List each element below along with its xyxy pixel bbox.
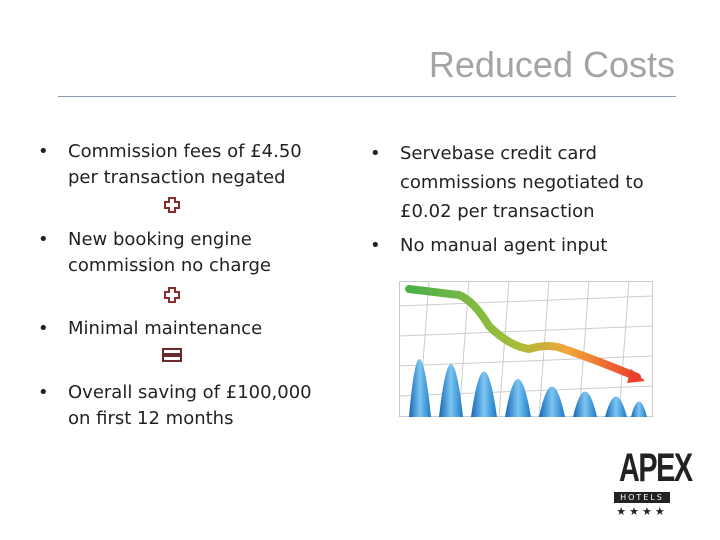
bullet: • Commission fees of £4.50 per transaction… bbox=[38, 139, 302, 191]
bullet-dot: • bbox=[38, 229, 49, 250]
bullet-line: New booking engine bbox=[68, 229, 252, 250]
logo-sub: HOTELS bbox=[614, 492, 670, 503]
bullet-dot: • bbox=[38, 318, 49, 339]
bullet-line: Servebase credit card bbox=[400, 143, 597, 164]
logo: APEX HOTELS ★★★★ bbox=[610, 446, 693, 519]
bullet-line: Overall saving of £100,000 bbox=[68, 382, 312, 403]
plus-icon bbox=[164, 287, 180, 303]
bullet-line: per transaction negated bbox=[68, 167, 286, 188]
bullet: • No manual agent input bbox=[370, 231, 608, 260]
bullet-line: Commission fees of £4.50 bbox=[68, 141, 302, 162]
bullet-line: commission no charge bbox=[68, 255, 271, 276]
bullet-line: commissions negotiated to bbox=[400, 172, 644, 193]
bullet-dot: • bbox=[38, 382, 49, 403]
bullet-line: No manual agent input bbox=[400, 235, 608, 256]
plus-icon bbox=[164, 197, 180, 213]
bullet-dot: • bbox=[38, 141, 49, 162]
title-rule bbox=[58, 96, 676, 97]
title: Reduced Costs bbox=[428, 44, 675, 85]
logo-stars: ★★★★ bbox=[616, 505, 668, 518]
bullet-dot: • bbox=[370, 143, 381, 164]
equals-icon bbox=[162, 348, 182, 362]
logo-name: APEX bbox=[618, 446, 693, 490]
bullet-line: Minimal maintenance bbox=[68, 318, 263, 339]
bullet: • New booking engine commission no charge bbox=[38, 227, 271, 279]
bullet: • Servebase credit card commissions negoti… bbox=[370, 139, 644, 226]
bullet-line: on first 12 months bbox=[68, 408, 234, 429]
bullet: • Overall saving of £100,000 on first 12 m… bbox=[38, 380, 312, 432]
bullet-dot: • bbox=[370, 235, 381, 256]
decline-graphic bbox=[399, 281, 653, 417]
bullet-line: £0.02 per transaction bbox=[400, 201, 595, 222]
bullet: • Minimal maintenance bbox=[38, 316, 263, 342]
